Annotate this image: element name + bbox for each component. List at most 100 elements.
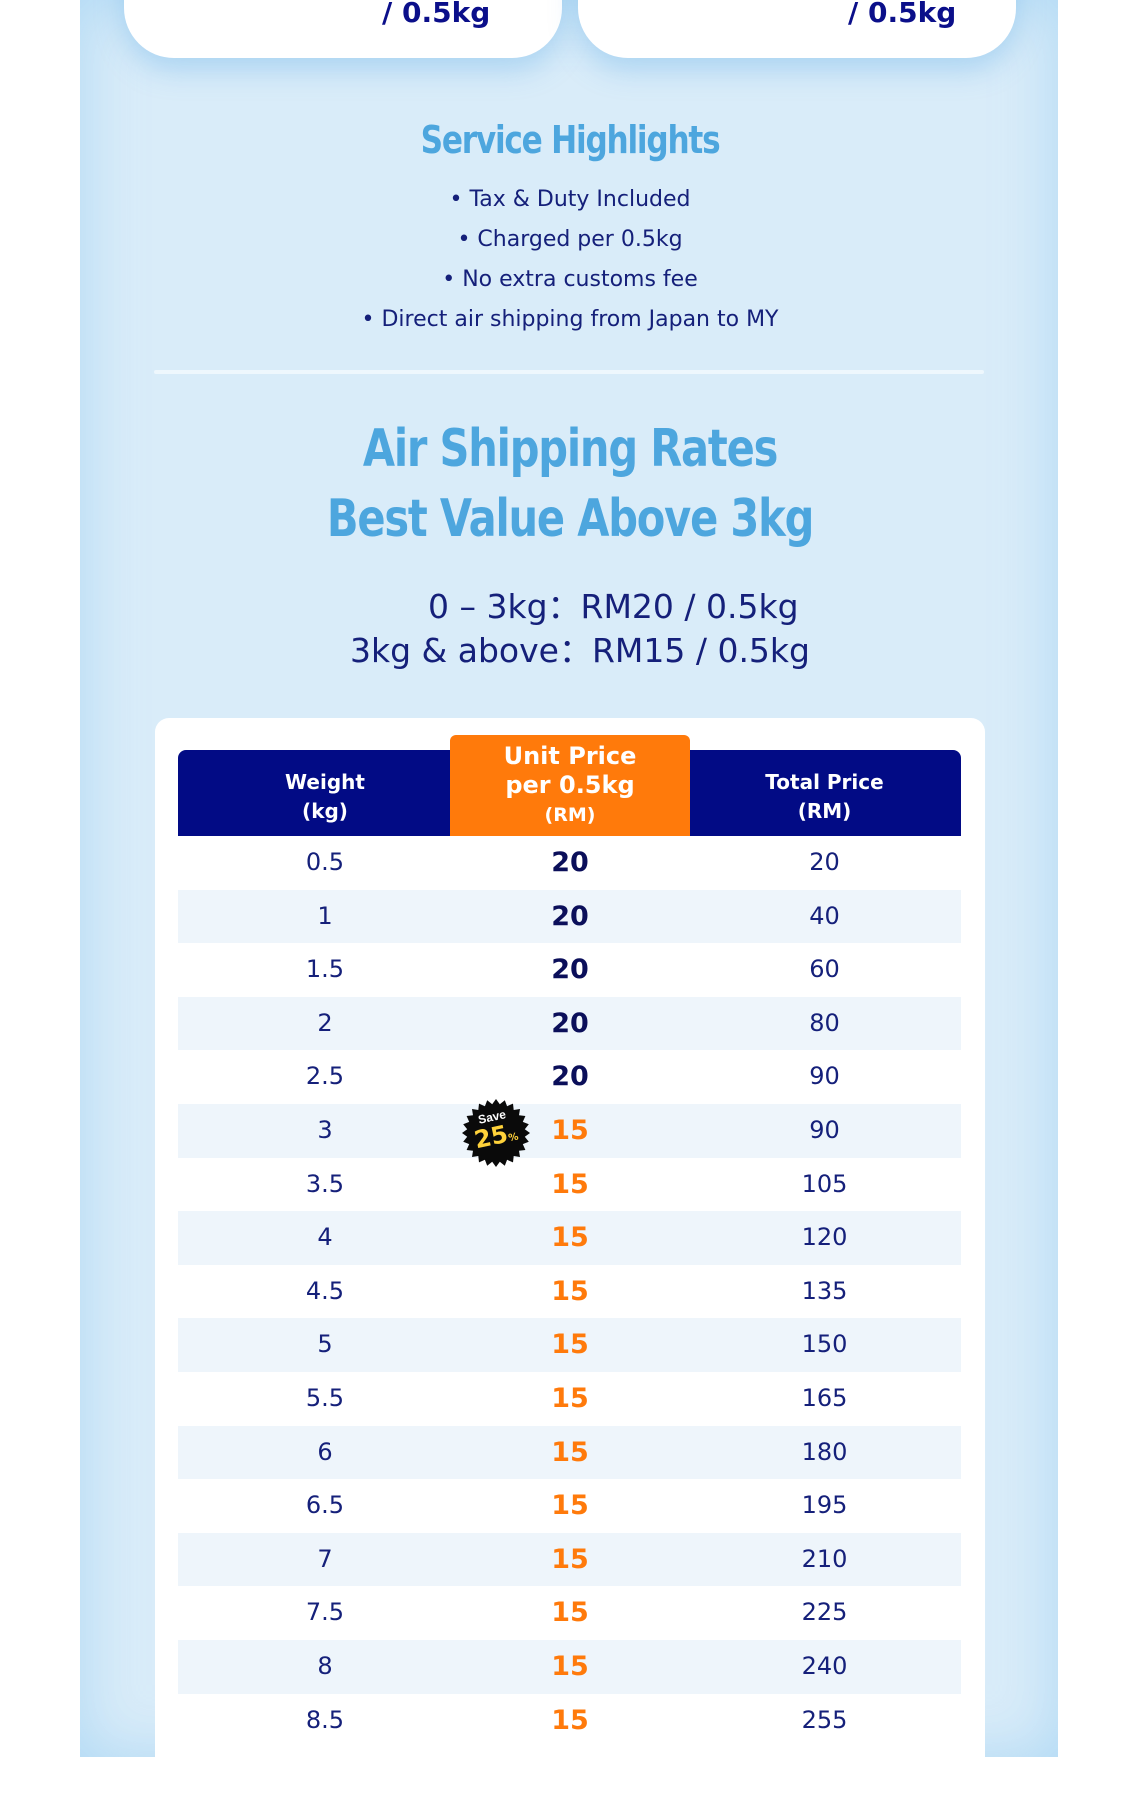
cell-total-price: 90 (809, 1115, 840, 1144)
cell-unit-price: 15 (551, 1114, 589, 1146)
cell-weight: 8.5 (305, 1705, 345, 1734)
save-badge-icon (462, 1099, 530, 1167)
cell-weight: 5.5 (305, 1383, 345, 1412)
cell-weight: 7.5 (305, 1598, 345, 1627)
price-card-standard-price: 20 (224, 0, 387, 12)
cell-total-price: 80 (809, 1008, 840, 1037)
cell-weight: 1 (317, 901, 333, 930)
table-row: 1.5 20 60 (178, 943, 961, 997)
cell-weight: 4.5 (305, 1276, 345, 1305)
cell-total-price: 195 (801, 1491, 848, 1520)
table-header-unit-highlight (450, 735, 690, 836)
table-row: 1 20 40 (178, 889, 961, 944)
cell-weight: 7 (317, 1544, 333, 1573)
column-header-unit-line2: per 0.5kg (505, 771, 635, 799)
cell-unit-price: 15 (551, 1597, 589, 1629)
cell-total-price: 60 (809, 955, 840, 984)
table-row: 3.5 15 105 (178, 1158, 961, 1212)
cell-unit-price: 15 (551, 1436, 589, 1468)
table-row: 3 15 90 (178, 1103, 961, 1158)
service-bullet: • Tax & Duty Included (449, 187, 691, 212)
price-card-discount-unit: / 0.5kg (848, 0, 957, 29)
cell-total-price: 40 (809, 901, 840, 930)
column-header-weight: Weight (kg) (178, 768, 472, 826)
cell-weight: 8 (317, 1651, 333, 1680)
service-highlights-list: • Tax & Duty Included • Charged per 0.5k… (0, 180, 1140, 340)
table-row: 8 15 240 (178, 1639, 961, 1694)
rate-table-body: 0.5 20 20 1 20 40 1.5 20 60 2 20 80 2.5 20 90 3 15 90 3.5 1… (178, 836, 961, 1747)
table-row: 0.5 20 20 (178, 836, 961, 890)
cell-weight: 6 (317, 1437, 333, 1466)
table-row: 5 15 150 (178, 1318, 961, 1372)
rate-summary-line2: 3kg & above：RM15 / 0.5kg (350, 631, 810, 670)
service-bullet: • Direct air shipping from Japan to MY (361, 307, 779, 332)
cell-weight: 6.5 (305, 1491, 345, 1520)
service-bullet: • Charged per 0.5kg (457, 227, 683, 252)
cell-unit-price: 15 (551, 1275, 589, 1307)
cell-unit-price: 20 (551, 1007, 589, 1039)
cell-total-price: 105 (801, 1169, 848, 1198)
column-header-weight-line2: (kg) (302, 799, 348, 823)
column-header-total-line1: Total Price (765, 770, 884, 794)
cell-unit-price: 15 (551, 1168, 589, 1200)
cell-unit-price: 15 (551, 1650, 589, 1682)
cell-total-price: 20 (809, 848, 840, 876)
cell-total-price: 210 (801, 1544, 848, 1573)
cell-unit-price: 20 (551, 847, 589, 878)
cell-unit-price: 15 (551, 1382, 589, 1414)
table-row: 2.5 20 90 (178, 1050, 961, 1104)
cell-unit-price: 15 (551, 1543, 589, 1575)
rates-title-line2: Best Value Above 3kg (326, 489, 815, 549)
cell-total-price: 165 (801, 1383, 848, 1412)
price-card-discount-price: 15 (698, 0, 861, 12)
column-header-total: Total Price (RM) (688, 768, 961, 826)
table-row: 2 20 80 (178, 996, 961, 1051)
table-row: 8.5 15 255 (178, 1694, 961, 1748)
section-divider (154, 370, 984, 374)
save-badge-suffix: % (507, 1131, 520, 1145)
cell-total-price: 225 (801, 1598, 848, 1627)
cell-weight: 5 (317, 1330, 333, 1359)
cell-weight: 2.5 (305, 1062, 345, 1091)
cell-unit-price: 20 (551, 1061, 589, 1093)
cell-unit-price: 20 (551, 900, 589, 932)
table-row: 4.5 15 135 (178, 1265, 961, 1319)
cell-weight: 2 (317, 1008, 333, 1037)
cell-unit-price: 15 (551, 1329, 589, 1361)
column-header-unit-line1: Unit Price (503, 742, 637, 770)
cell-unit-price: 15 (551, 1490, 589, 1522)
cell-total-price: 255 (801, 1705, 848, 1734)
cell-weight: 3.5 (305, 1169, 345, 1198)
price-card-standard-unit: / 0.5kg (382, 0, 491, 29)
cell-weight: 1.5 (305, 955, 345, 984)
rates-title-line1: Air Shipping Rates (362, 419, 779, 479)
rate-summary-line1: 0 – 3kg：RM20 / 0.5kg (428, 587, 799, 626)
cell-weight: 0.5 (305, 848, 345, 876)
cell-weight: 4 (317, 1223, 333, 1252)
cell-unit-price: 15 (551, 1222, 589, 1254)
table-row: 4 15 120 (178, 1211, 961, 1265)
service-bullet: • No extra customs fee (442, 267, 698, 292)
cell-unit-price: 15 (551, 1704, 589, 1736)
table-row: 6 15 180 (178, 1425, 961, 1480)
column-header-unit-price: Unit Price per 0.5kg (RM) (450, 742, 690, 830)
service-highlights-title: Service Highlights (420, 118, 721, 162)
cell-total-price: 180 (801, 1437, 848, 1466)
column-header-weight-line1: Weight (285, 770, 365, 794)
column-header-unit-line3: (RM) (544, 804, 596, 826)
rates-title: Air Shipping Rates Best Value Above 3kg (0, 414, 1140, 554)
cell-total-price: 150 (801, 1330, 848, 1359)
cell-weight: 3 (317, 1115, 333, 1144)
table-row: 5.5 15 165 (178, 1372, 961, 1426)
table-row: 7.5 15 225 (178, 1586, 961, 1640)
cell-total-price: 135 (801, 1276, 848, 1305)
cell-total-price: 90 (809, 1062, 840, 1091)
price-card-standard: 20 / 0.5kg (124, 0, 562, 58)
table-row: 6.5 15 195 (178, 1479, 961, 1533)
cell-total-price: 120 (801, 1223, 848, 1252)
cell-total-price: 240 (801, 1651, 848, 1680)
column-header-total-line2: (RM) (797, 799, 852, 823)
table-row: 7 15 210 (178, 1532, 961, 1587)
price-card-discount: 15 / 0.5kg (578, 0, 1016, 58)
cell-unit-price: 20 (551, 954, 589, 986)
